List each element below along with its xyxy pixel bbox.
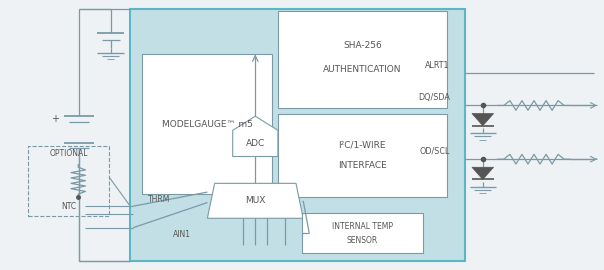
Polygon shape <box>233 116 278 157</box>
Text: THRM: THRM <box>149 195 171 204</box>
Text: NTC: NTC <box>61 202 76 211</box>
FancyBboxPatch shape <box>278 113 446 197</box>
Polygon shape <box>207 183 303 218</box>
Text: OPTIONAL: OPTIONAL <box>50 149 88 158</box>
Text: MODELGAUGE™ m5: MODELGAUGE™ m5 <box>162 120 252 129</box>
Text: +: + <box>51 114 59 124</box>
Text: SHA-256: SHA-256 <box>343 41 382 50</box>
FancyBboxPatch shape <box>278 11 446 108</box>
Text: ADC: ADC <box>246 139 265 148</box>
FancyBboxPatch shape <box>302 213 423 253</box>
Text: MUX: MUX <box>245 196 266 205</box>
Text: AUTHENTICATION: AUTHENTICATION <box>323 65 402 74</box>
Text: I²C/1-WIRE: I²C/1-WIRE <box>338 141 386 150</box>
FancyBboxPatch shape <box>143 55 272 194</box>
Text: AIN1: AIN1 <box>172 230 190 239</box>
Text: INTERNAL TEMP: INTERNAL TEMP <box>332 222 393 231</box>
Text: INTERFACE: INTERFACE <box>338 161 387 170</box>
Text: SENSOR: SENSOR <box>347 236 378 245</box>
Text: OD/SCL: OD/SCL <box>419 147 449 156</box>
Text: DQ/SDA: DQ/SDA <box>418 93 449 102</box>
Text: ALRT1: ALRT1 <box>425 61 449 70</box>
FancyBboxPatch shape <box>130 9 464 261</box>
Polygon shape <box>472 113 493 126</box>
Polygon shape <box>472 167 493 180</box>
